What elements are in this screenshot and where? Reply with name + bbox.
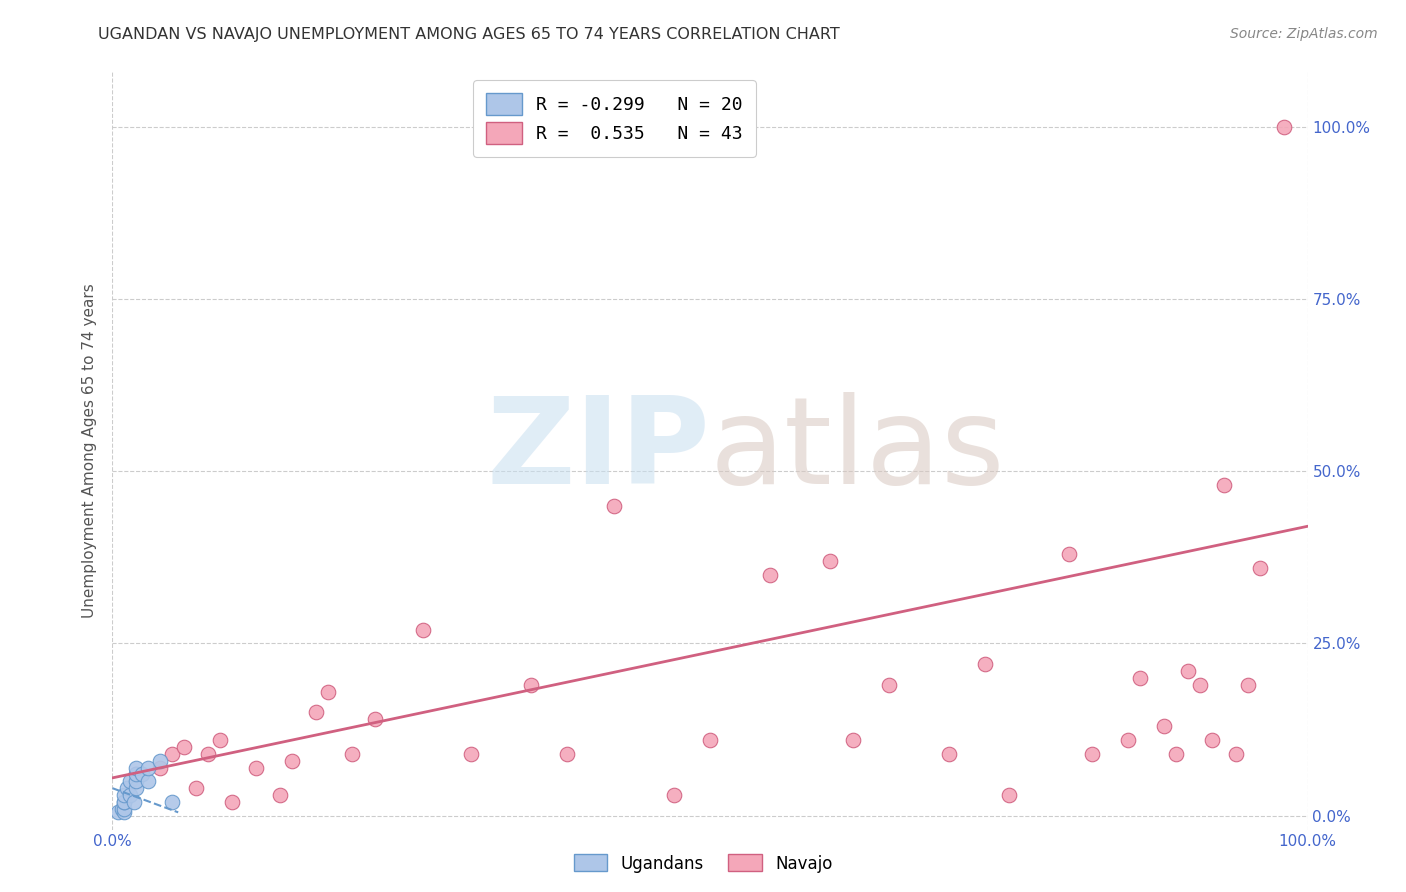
Point [125,774,148,789]
Point [879,678,901,692]
Legend: R = -0.299   N = 20, R =  0.535   N = 43: R = -0.299 N = 20, R = 0.535 N = 43 [474,80,755,157]
Point [131,767,153,781]
Point [138,760,160,774]
Point [1081,747,1104,761]
Point [938,747,960,761]
Point [1201,733,1223,747]
Point [149,754,172,768]
Point [842,733,865,747]
Point [197,747,219,761]
Point [412,623,434,637]
Text: atlas: atlas [710,392,1005,509]
Point [759,567,782,582]
Point [269,788,291,802]
Point [1057,547,1080,561]
Point [186,781,208,796]
Point [162,747,183,761]
Point [173,739,195,754]
Point [818,554,841,568]
Point [340,747,363,761]
Point [555,747,578,761]
Point [125,767,148,781]
Point [1129,671,1152,685]
Point [138,774,160,789]
Text: ZIP: ZIP [486,392,710,509]
Point [114,795,135,809]
Point [115,781,138,796]
Point [1272,120,1295,134]
Point [120,774,142,789]
Point [114,788,135,802]
Point [603,499,626,513]
Point [460,747,482,761]
Point [111,802,134,816]
Point [209,733,232,747]
Point [1153,719,1175,733]
Point [125,760,148,774]
Point [120,788,142,802]
Point [1213,478,1236,492]
Point [699,733,721,747]
Text: UGANDAN VS NAVAJO UNEMPLOYMENT AMONG AGES 65 TO 74 YEARS CORRELATION CHART: UGANDAN VS NAVAJO UNEMPLOYMENT AMONG AGE… [98,27,841,42]
Point [1225,747,1247,761]
Point [114,795,135,809]
Y-axis label: Unemployment Among Ages 65 to 74 years: Unemployment Among Ages 65 to 74 years [82,283,97,618]
Point [974,657,997,672]
Point [114,805,135,820]
Point [114,802,135,816]
Point [125,781,148,796]
Point [664,788,686,802]
Point [316,684,339,698]
Point [125,767,148,781]
Point [1189,678,1212,692]
Point [1249,560,1271,574]
Point [520,678,543,692]
Point [281,754,304,768]
Point [245,760,267,774]
Point [1237,678,1260,692]
Point [305,706,328,720]
Point [998,788,1021,802]
Point [1166,747,1188,761]
Point [122,795,145,809]
Legend: Ugandans, Navajo: Ugandans, Navajo [567,847,839,880]
Point [364,712,387,726]
Point [221,795,243,809]
Point [1118,733,1140,747]
Point [1177,664,1199,678]
Text: Source: ZipAtlas.com: Source: ZipAtlas.com [1230,27,1378,41]
Point [107,805,129,820]
Point [162,795,183,809]
Point [149,760,172,774]
